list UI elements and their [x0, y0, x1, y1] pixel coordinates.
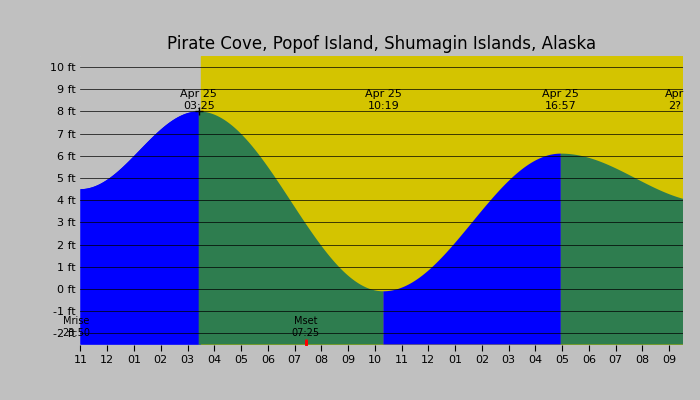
Bar — [80, 56, 201, 344]
Text: Apr 25
10:19: Apr 25 10:19 — [365, 89, 402, 111]
Text: Apr 25
03:25: Apr 25 03:25 — [181, 89, 217, 111]
Title: Pirate Cove, Popof Island, Shumagin Islands, Alaska: Pirate Cove, Popof Island, Shumagin Isla… — [167, 35, 596, 53]
Polygon shape — [384, 154, 561, 344]
Polygon shape — [80, 112, 201, 344]
Polygon shape — [561, 154, 700, 344]
Bar — [201, 56, 700, 344]
Text: Apr
2?: Apr 2? — [665, 89, 684, 111]
Text: Mset
07:25: Mset 07:25 — [292, 316, 320, 338]
Text: Apr 25
16:57: Apr 25 16:57 — [542, 89, 580, 111]
Polygon shape — [80, 112, 199, 344]
Text: Mrise
23:50: Mrise 23:50 — [62, 316, 90, 338]
Polygon shape — [199, 112, 384, 344]
